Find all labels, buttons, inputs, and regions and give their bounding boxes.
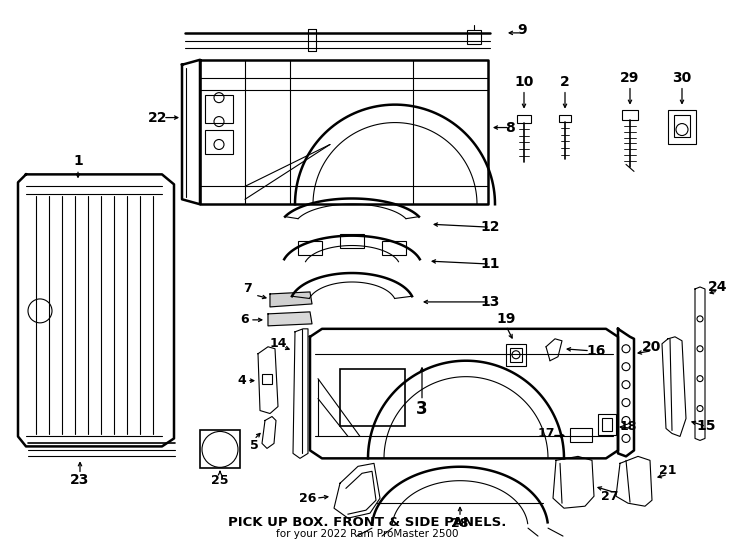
Polygon shape xyxy=(270,292,312,307)
Text: for your 2022 Ram ProMaster 2500: for your 2022 Ram ProMaster 2500 xyxy=(276,529,458,539)
Text: 19: 19 xyxy=(496,312,516,326)
Bar xyxy=(205,94,233,123)
Text: 15: 15 xyxy=(697,420,716,434)
Text: 7: 7 xyxy=(244,282,252,295)
Bar xyxy=(506,344,526,366)
Text: PICK UP BOX. FRONT & SIDE PANELS.: PICK UP BOX. FRONT & SIDE PANELS. xyxy=(228,516,506,529)
Text: 29: 29 xyxy=(620,71,640,85)
Text: 22: 22 xyxy=(148,111,168,125)
Text: 27: 27 xyxy=(601,490,619,503)
Bar xyxy=(467,30,481,44)
Bar xyxy=(674,114,690,137)
Text: 13: 13 xyxy=(480,295,500,309)
Text: 17: 17 xyxy=(537,427,555,440)
Bar xyxy=(382,241,406,255)
Text: 26: 26 xyxy=(299,492,316,505)
Text: 8: 8 xyxy=(505,120,515,134)
Text: 23: 23 xyxy=(70,473,90,487)
Bar xyxy=(598,414,616,435)
Bar xyxy=(298,241,322,255)
Bar xyxy=(200,430,240,468)
Bar xyxy=(517,114,531,123)
Text: 14: 14 xyxy=(269,338,287,350)
Bar xyxy=(602,417,612,431)
Text: 20: 20 xyxy=(642,340,661,354)
Text: 2: 2 xyxy=(560,75,570,89)
Polygon shape xyxy=(268,312,312,326)
Bar xyxy=(622,110,638,119)
Text: 12: 12 xyxy=(480,220,500,234)
Bar xyxy=(340,234,364,247)
Text: 10: 10 xyxy=(515,75,534,89)
Bar xyxy=(570,428,592,442)
Text: 28: 28 xyxy=(451,517,469,530)
Bar xyxy=(668,110,696,145)
Text: 6: 6 xyxy=(241,313,250,326)
Bar xyxy=(205,130,233,154)
Text: 30: 30 xyxy=(672,71,691,85)
Bar xyxy=(559,114,571,122)
Text: 24: 24 xyxy=(708,280,727,294)
Text: 16: 16 xyxy=(586,344,606,357)
Text: 25: 25 xyxy=(211,474,229,487)
Text: 18: 18 xyxy=(619,420,636,433)
Text: 21: 21 xyxy=(659,464,677,477)
Text: 1: 1 xyxy=(73,154,83,168)
Text: 4: 4 xyxy=(238,374,247,387)
Text: 3: 3 xyxy=(416,400,428,417)
Text: 5: 5 xyxy=(250,439,258,452)
Text: 11: 11 xyxy=(480,257,500,271)
Bar xyxy=(262,374,272,383)
Bar xyxy=(340,369,405,427)
Text: 9: 9 xyxy=(517,23,527,37)
Bar xyxy=(510,348,522,362)
